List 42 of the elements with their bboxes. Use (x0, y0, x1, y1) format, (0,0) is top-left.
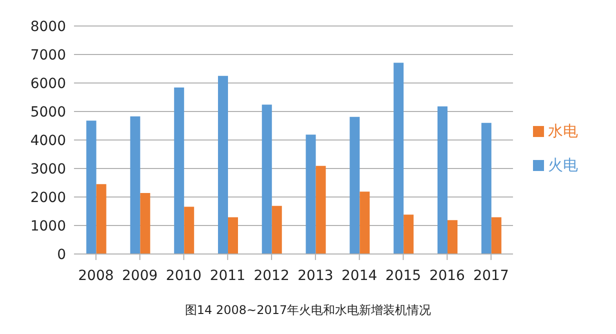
legend-label: 火电 (548, 156, 578, 174)
y-tick-label: 8000 (30, 18, 66, 35)
text: 图14 2008~2017年火电和水电新增装机情况 (184, 302, 432, 319)
y-tick-label: 5000 (30, 104, 66, 120)
x-tick-label: 2009 (122, 268, 158, 284)
bar (437, 106, 448, 254)
bar (218, 76, 228, 254)
bar (306, 134, 316, 254)
x-tick-label: 2016 (429, 268, 466, 284)
y-tick-label: 6000 (30, 76, 66, 92)
legend-label: 水电 (548, 122, 578, 140)
bar (140, 193, 150, 254)
bar (262, 104, 272, 254)
y-tick-label: 2000 (30, 190, 66, 206)
y-tick-label: 0 (57, 246, 66, 263)
x-tick-label: 2008 (78, 268, 114, 284)
bar (96, 184, 106, 254)
bar (481, 122, 492, 254)
x-tick-label: 2014 (342, 268, 378, 284)
bar (184, 206, 194, 254)
x-tick-label: 2017 (473, 268, 509, 284)
x-tick-label: 2015 (385, 268, 422, 284)
bar (404, 214, 414, 254)
x-tick-label: 2010 (166, 268, 202, 284)
x-tick-label: 2011 (210, 268, 246, 284)
y-tick-label: 1000 (30, 218, 66, 234)
y-tick-label: 4000 (30, 132, 66, 149)
x-tick-label: 2013 (298, 268, 334, 284)
bar (350, 116, 360, 254)
bar (130, 116, 140, 254)
bar (174, 88, 184, 254)
bar (316, 166, 326, 254)
bar (394, 62, 404, 254)
y-tick-label: 7000 (30, 47, 66, 64)
bar (86, 120, 96, 254)
bar (491, 217, 502, 254)
bar (272, 206, 282, 254)
bar (360, 192, 370, 254)
x-tick-label: 2012 (254, 268, 290, 284)
bar (228, 217, 238, 254)
bar (447, 220, 458, 254)
y-tick-label: 3000 (30, 161, 66, 178)
